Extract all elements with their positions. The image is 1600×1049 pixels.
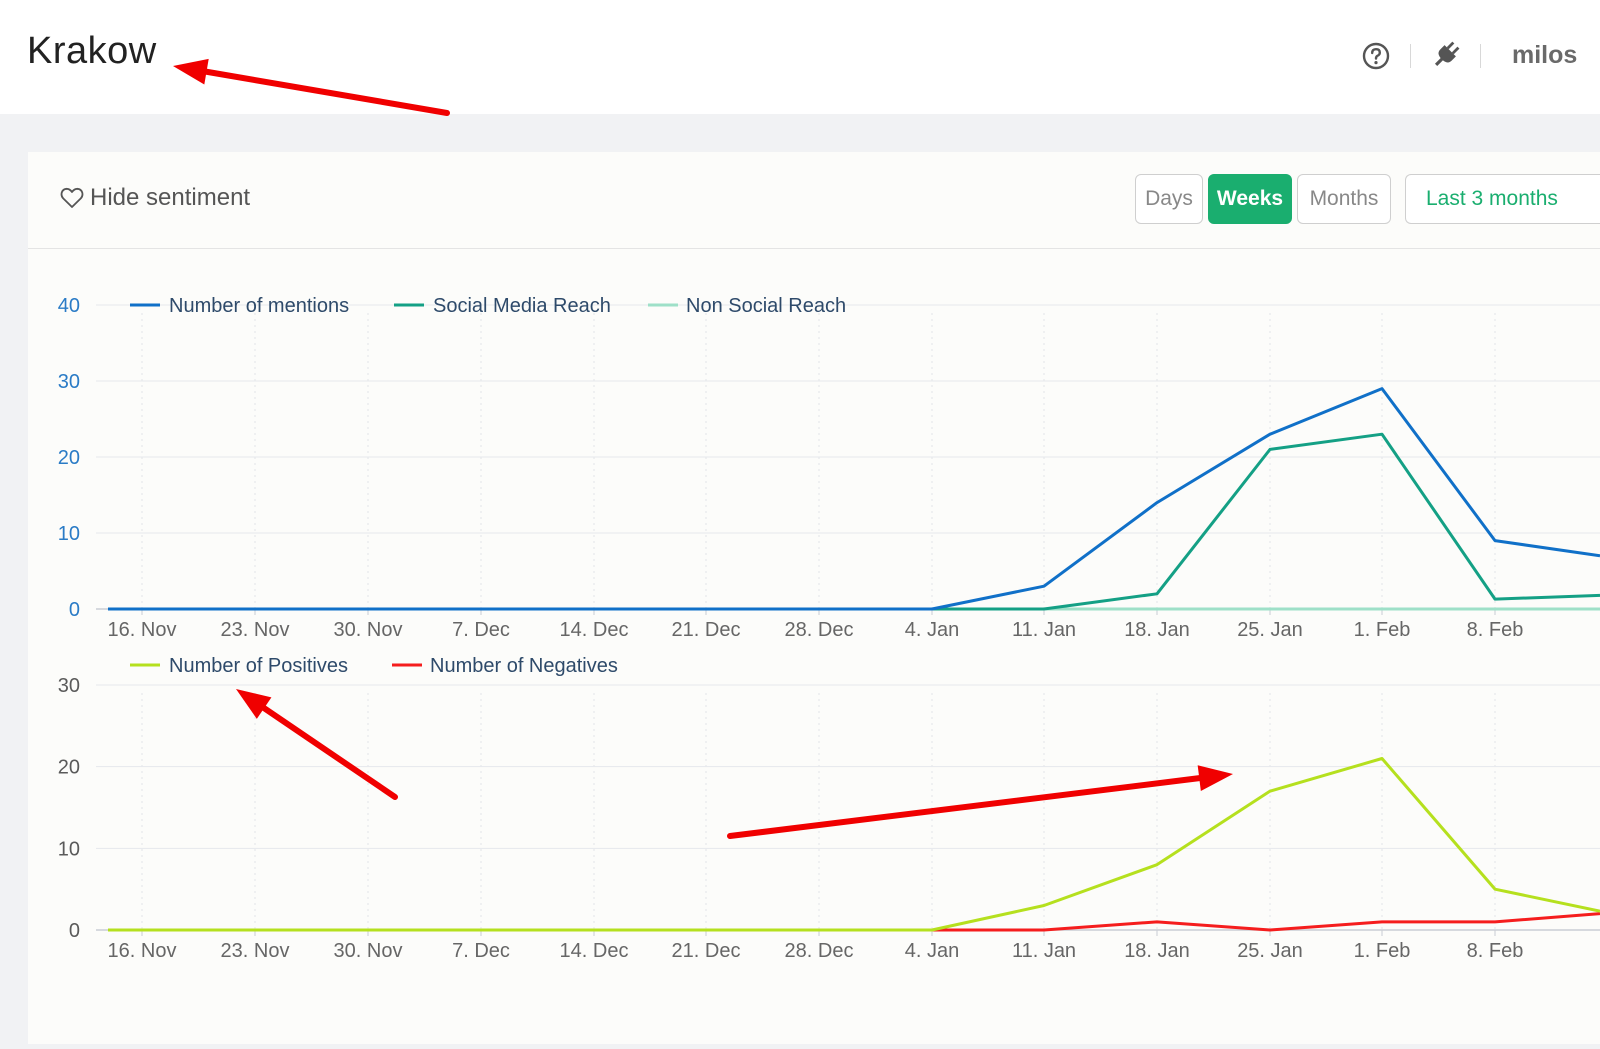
- y-tick-label: 0: [69, 599, 80, 621]
- x-tick-label: 28. Dec: [785, 619, 854, 641]
- x-tick-label: 7. Dec: [452, 619, 510, 641]
- legend-label: Number of Negatives: [430, 655, 618, 677]
- x-tick-label: 25. Jan: [1237, 940, 1303, 962]
- x-tick-label: 16. Nov: [108, 619, 177, 641]
- series-line: [108, 912, 1600, 932]
- months-button[interactable]: Months: [1297, 174, 1391, 224]
- x-tick-label: 30. Nov: [334, 940, 403, 962]
- x-tick-label: 14. Dec: [560, 619, 629, 641]
- days-button[interactable]: Days: [1135, 174, 1203, 224]
- x-tick-label: 18. Jan: [1124, 619, 1190, 641]
- date-range-dropdown[interactable]: Last 3 months: [1405, 174, 1600, 224]
- help-icon[interactable]: [1362, 42, 1390, 70]
- y-tick-label: 40: [58, 295, 80, 317]
- weeks-button[interactable]: Weeks: [1208, 174, 1292, 224]
- top-bar: Krakow milos: [0, 0, 1600, 114]
- legend-label: Social Media Reach: [433, 295, 611, 317]
- y-tick-label: 20: [58, 447, 80, 469]
- x-tick-label: 11. Jan: [1012, 940, 1076, 962]
- series-line: [108, 432, 1600, 611]
- x-tick-label: 7. Dec: [452, 940, 510, 962]
- series-line: [108, 757, 1600, 932]
- annotation-arrow: [727, 775, 1203, 839]
- hide-sentiment-label: Hide sentiment: [90, 184, 251, 211]
- y-tick-label: 30: [58, 371, 80, 393]
- x-tick-label: 4. Jan: [905, 940, 959, 962]
- x-tick-label: 4. Jan: [905, 619, 959, 641]
- x-tick-label: 8. Feb: [1467, 940, 1524, 962]
- series-line: [108, 387, 1600, 611]
- annotation-arrow: [203, 68, 450, 116]
- x-tick-label: 11. Jan: [1012, 619, 1076, 641]
- card-header: Hide sentiment Days Weeks Months Last 3 …: [28, 152, 1600, 249]
- x-tick-label: 18. Jan: [1124, 940, 1190, 962]
- legend-label: Number of Positives: [169, 655, 348, 677]
- x-tick-label: 23. Nov: [221, 619, 290, 641]
- heart-icon: [60, 187, 84, 208]
- x-tick-label: 21. Dec: [672, 940, 741, 962]
- x-tick-label: 21. Dec: [672, 619, 741, 641]
- y-tick-label: 20: [58, 757, 80, 779]
- x-tick-label: 25. Jan: [1237, 619, 1303, 641]
- annotation-arrow-head: [236, 689, 272, 719]
- legend-label: Non Social Reach: [686, 295, 846, 317]
- annotation-arrow-head: [173, 58, 209, 85]
- x-tick-label: 16. Nov: [108, 940, 177, 962]
- x-tick-label: 30. Nov: [334, 619, 403, 641]
- y-tick-label: 10: [58, 838, 80, 860]
- hide-sentiment-toggle[interactable]: Hide sentiment: [60, 184, 250, 212]
- plug-icon[interactable]: [1430, 38, 1462, 72]
- page-title: Krakow: [27, 30, 157, 72]
- legend-label: Number of mentions: [169, 295, 349, 317]
- chart-card: Hide sentiment Days Weeks Months Last 3 …: [28, 152, 1600, 1044]
- y-tick-label: 30: [58, 675, 80, 697]
- x-tick-label: 8. Feb: [1467, 619, 1524, 641]
- header-divider: [1480, 44, 1481, 68]
- x-tick-label: 23. Nov: [221, 940, 290, 962]
- x-tick-label: 28. Dec: [785, 940, 854, 962]
- annotation-arrow-head: [1197, 765, 1233, 792]
- annotation-arrow: [261, 705, 398, 800]
- y-tick-label: 10: [58, 523, 80, 545]
- user-name[interactable]: milos: [1512, 41, 1578, 69]
- y-tick-label: 0: [69, 920, 80, 942]
- x-tick-label: 1. Feb: [1354, 619, 1411, 641]
- header-divider: [1410, 44, 1411, 68]
- x-tick-label: 1. Feb: [1354, 940, 1411, 962]
- x-tick-label: 14. Dec: [560, 940, 629, 962]
